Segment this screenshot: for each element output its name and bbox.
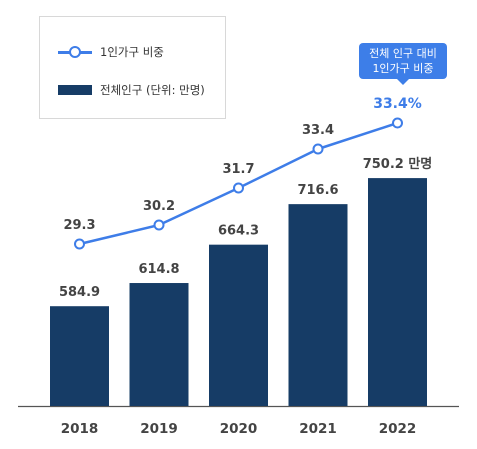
legend-item-bar: 전체인구 (단위: 만명) <box>58 82 205 98</box>
legend-line-label: 1인가구 비중 <box>100 45 164 59</box>
callout-pointer <box>397 79 409 85</box>
legend: 1인가구 비중 전체인구 (단위: 만명) <box>39 16 226 119</box>
line-label-2021: 33.4 <box>302 123 334 138</box>
line-point-2021 <box>312 143 324 155</box>
legend-bar-label: 전체인구 (단위: 만명) <box>100 83 205 97</box>
line-label-2018: 29.3 <box>63 218 95 233</box>
legend-item-line: 1인가구 비중 <box>58 44 164 60</box>
line-point-2018 <box>74 238 85 250</box>
bar-2020 <box>209 244 268 406</box>
bar-2018 <box>50 306 109 406</box>
line-label-2022: 33.4% <box>373 96 422 112</box>
line-label-2020: 31.7 <box>222 162 254 177</box>
line-point-2022 <box>392 117 403 129</box>
line-point-2020 <box>233 182 244 194</box>
bar-label-2022: 750.2 만명 <box>363 156 433 172</box>
bar-2019 <box>129 283 189 406</box>
bar-label-2020: 664.3 <box>218 224 259 239</box>
x-tick-label-2020: 2020 <box>220 421 258 437</box>
bar-label-2018: 584.9 <box>59 285 100 300</box>
callout-line-2: 1인가구 비중 <box>372 62 434 75</box>
line-label-2019: 30.2 <box>143 199 175 214</box>
line-series-icon <box>58 46 92 58</box>
bar-label-2019: 614.8 <box>138 262 179 277</box>
x-tick-label-2022: 2022 <box>379 421 417 437</box>
x-tick-label-2018: 2018 <box>61 421 99 437</box>
bar-series-icon <box>58 85 92 95</box>
bar-label-2021: 716.6 <box>297 183 338 198</box>
bar-2021 <box>288 204 348 406</box>
highlight-callout: 전체 인구 대비 1인가구 비중 <box>359 43 447 79</box>
bar-2022 <box>368 178 427 406</box>
callout-line-1: 전체 인구 대비 <box>369 47 437 60</box>
x-tick-label-2021: 2021 <box>299 421 337 437</box>
line-point-2019 <box>153 219 165 231</box>
x-tick-label-2019: 2019 <box>140 421 178 437</box>
